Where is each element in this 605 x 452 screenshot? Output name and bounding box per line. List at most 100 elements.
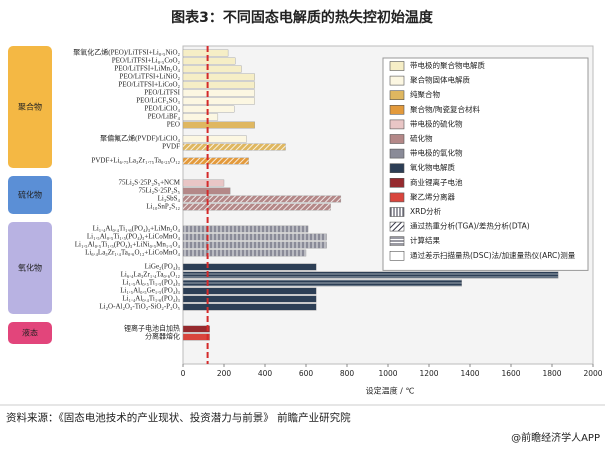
legend-swatch	[389, 192, 405, 203]
x-tick-label: 1400	[460, 369, 479, 378]
bar	[182, 121, 255, 129]
legend-swatch	[389, 163, 405, 173]
x-tick-label: 1800	[542, 369, 561, 378]
legend-label: 计算结果	[410, 235, 440, 245]
bar-hatch	[183, 203, 331, 211]
legend-label: 聚合物固体电解质	[410, 75, 470, 85]
bar-label: Li₂O-Al₂O₃-TiO₂-SiO₂-P₂O₅	[99, 303, 180, 311]
legend-label: 硫化物	[410, 133, 433, 143]
bar-label: Li₁.₄Al₀.₄Ti₁.₆(PO₄)₃	[122, 295, 180, 303]
bar-label: PEO/LiTFSI	[144, 89, 180, 97]
legend-swatch	[389, 134, 405, 144]
legend-swatch	[389, 75, 405, 86]
bar-hatch	[183, 143, 286, 151]
bar	[182, 295, 317, 303]
legend-swatch	[389, 236, 405, 246]
legend-swatch	[389, 148, 405, 159]
legend-swatch	[389, 221, 405, 232]
bar-hatch	[183, 233, 327, 241]
legend-label: 氧化物电解质	[410, 162, 455, 172]
bar	[182, 287, 317, 295]
bar	[182, 57, 236, 65]
bar	[182, 113, 219, 121]
bar-label: 聚偏氟乙烯(PVDF)/LiClO₄	[100, 134, 180, 143]
bar	[182, 303, 317, 311]
legend-label: 聚合物/陶瓷复合材料	[410, 104, 481, 114]
bar	[182, 187, 231, 195]
x-tick-label: 1200	[419, 369, 438, 378]
bar-label: PEO/LiTFSI+LiMn₂O₄	[114, 65, 180, 73]
group-label: 液态	[22, 328, 38, 338]
legend-swatch	[389, 61, 405, 71]
bar	[182, 49, 229, 57]
credit: @前瞻经济学人APP	[511, 431, 600, 444]
bar-label: PEO/LiTFSI+LiCoO₂	[118, 81, 180, 89]
bar-label: PEO/LiTFSI+LiNiO₂	[120, 73, 181, 81]
legend-swatch	[389, 105, 405, 115]
legend-swatch	[389, 90, 405, 100]
bar	[182, 81, 255, 89]
group-label: 氧化物	[18, 263, 42, 273]
bar-label: PEO/LiBF₄	[148, 113, 181, 121]
x-tick-label: 0	[181, 369, 186, 378]
group-label: 硫化物	[18, 190, 42, 200]
bar-label: Li₁.₅Al₀.₅Ge₁.₅(PO₄)₃	[120, 287, 180, 295]
bar-label: Li₆.₄La₃Zr₁.₄Ta₀.₆O₁₂	[121, 271, 181, 279]
bar-hatch	[183, 225, 309, 233]
source: 资料来源：《固态电池技术的产业现状、投资潜力与前景》 前瞻产业研究院	[6, 411, 351, 424]
legend-label: 商业锂离子电池	[410, 177, 463, 187]
x-tick-label: 800	[340, 369, 355, 378]
group-box	[8, 322, 52, 344]
bar	[182, 97, 255, 105]
bar-label: PVDF+Li₆.₇₅La₃Zr₁.₇₅Ta₀.₂₅O₁₂	[91, 157, 180, 165]
bar-hatch	[183, 241, 327, 249]
bar	[182, 73, 255, 81]
legend-swatch	[389, 251, 405, 261]
bar-label: PEO/LiCF₃SO₃	[136, 97, 180, 105]
bar-hatch	[183, 249, 306, 257]
group-box	[8, 222, 52, 314]
x-tick-label: 1000	[378, 369, 397, 378]
legend-label: 通过热重分析(TGA)/差热分析(DTA)	[410, 221, 530, 231]
bar-label: 聚氧化乙烯(PEO)/LiTFSI+Li₀.₅NiO₂	[73, 48, 180, 57]
bar-label: Li₁.₅Al₀.₅Ti₁.₅(PO₄)₃+LiNi₀.₅Mn₁.₅O₄	[75, 241, 181, 249]
bar-hatch	[183, 271, 559, 279]
legend-label: 带电极的聚合物电解质	[410, 60, 485, 70]
bar	[182, 105, 235, 113]
bar	[182, 65, 242, 73]
bar	[182, 135, 247, 143]
legend-label: 带电极的氧化物	[410, 148, 463, 158]
legend-swatch	[389, 178, 405, 188]
x-tick-label: 400	[258, 369, 273, 378]
x-tick-label: 1600	[501, 369, 520, 378]
x-axis-label: 设定温度 / ℃	[366, 386, 415, 396]
x-tick-label: 600	[299, 369, 314, 378]
bar	[182, 325, 210, 333]
bar-label: Li₃SbS₄	[158, 195, 181, 203]
legend-label: 带电极的硫化物	[410, 118, 463, 128]
bar-label: Li₁₀SnP₂S₁₂	[146, 203, 180, 211]
bar-label: Li₁.₅Al₀.₅Ti₁.₅(PO₄)₃	[122, 279, 180, 287]
group-label: 聚合物	[18, 102, 42, 112]
bar-label: PEO/LiClO₄	[145, 105, 181, 113]
chart-title: 图表3：不同固态电解质的热失控初始温度	[171, 9, 434, 26]
x-tick-label: 2000	[583, 369, 602, 378]
bar-label: Li₁.₅Al₀.₅Ti₁.₅(PO₄)₃+LiCoMnO₄	[87, 233, 181, 241]
legend-label: XRD分析	[410, 206, 442, 216]
bar-label: 75Li₂S·25P₂S₅+NCM	[119, 179, 181, 187]
bar	[182, 89, 255, 97]
legend-label: 聚乙烯分离器	[410, 191, 455, 201]
bar	[182, 179, 225, 187]
legend-box	[382, 57, 589, 271]
bar-label: LiGe₂(PO₄)₃	[145, 263, 181, 271]
bar-label: 锂离子电池自加热	[124, 324, 180, 333]
legend-label: 纯聚合物	[410, 89, 440, 99]
legend-swatch	[389, 207, 405, 217]
bar-label: PEO	[167, 121, 180, 129]
group-box	[8, 176, 52, 214]
group-box	[8, 46, 52, 168]
bar	[182, 263, 317, 271]
bar	[182, 333, 210, 341]
bar-label: 75Li₂S·25P₂S₅	[138, 187, 180, 195]
